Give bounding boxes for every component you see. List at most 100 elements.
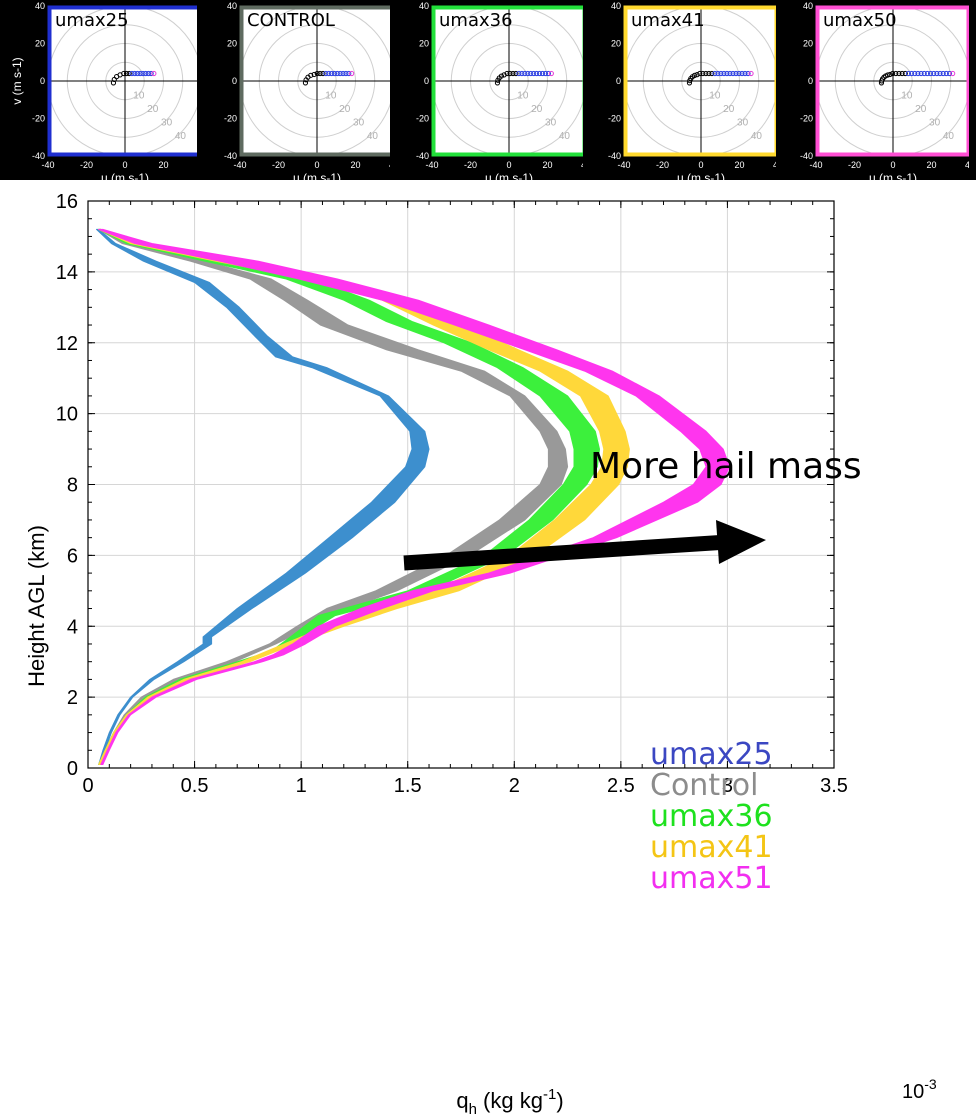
hodograph-point bbox=[899, 70, 905, 77]
hodograph-point bbox=[700, 70, 706, 77]
hodograph-frame bbox=[239, 5, 390, 157]
y-tick-label: 12 bbox=[56, 333, 78, 355]
x-tick-label: 0 bbox=[82, 775, 93, 797]
hodograph-point bbox=[733, 70, 739, 77]
hodograph-point bbox=[110, 80, 117, 86]
y-tick-label: 14 bbox=[56, 262, 78, 284]
x-axis-title: qh (kg kg-1) bbox=[456, 1086, 563, 1116]
hodograph-ring-label: 10 bbox=[901, 91, 913, 102]
hodograph-y-tick: 0 bbox=[40, 76, 45, 86]
hodograph-ring-label: 40 bbox=[943, 131, 955, 142]
hodograph-x-tick: -40 bbox=[425, 160, 438, 170]
hodograph-point bbox=[516, 70, 522, 77]
hodograph-point bbox=[510, 70, 516, 77]
hodograph-y-tick: -40 bbox=[608, 151, 621, 161]
hodograph-ring-label: 20 bbox=[531, 104, 543, 115]
hodograph-point bbox=[494, 80, 501, 86]
hodograph-point bbox=[349, 70, 355, 77]
hodograph-point bbox=[308, 72, 314, 78]
hodograph-point bbox=[123, 70, 130, 77]
hodograph-point bbox=[331, 70, 338, 77]
hodograph-x-tick: 40 bbox=[389, 160, 390, 170]
hodograph-frame bbox=[815, 5, 969, 157]
hodograph-point bbox=[902, 70, 908, 77]
hodograph-y-tick: -40 bbox=[224, 151, 237, 161]
hodograph-point bbox=[148, 70, 154, 77]
x-tick-label: 2.5 bbox=[607, 775, 635, 797]
hodograph-point bbox=[507, 70, 513, 77]
hodograph-y-tick: 0 bbox=[616, 76, 621, 86]
hodograph-point bbox=[539, 70, 546, 77]
hodograph-point bbox=[736, 70, 742, 77]
hodograph-x-tick: 20 bbox=[158, 160, 168, 170]
hodograph-x-tick: 20 bbox=[926, 160, 936, 170]
hodograph-ring-label: 20 bbox=[915, 104, 927, 115]
hodograph-ring-label: 40 bbox=[559, 131, 571, 142]
hodograph-x-tick: 0 bbox=[890, 160, 895, 170]
hodograph-ring-label: 10 bbox=[517, 91, 529, 102]
hodograph-point bbox=[692, 72, 698, 78]
hodograph-y-tick: -40 bbox=[800, 151, 813, 161]
hodograph-point bbox=[694, 72, 700, 78]
hodograph-x-tick: 40 bbox=[581, 160, 583, 170]
hodograph-point bbox=[739, 70, 745, 77]
y-tick-label: 0 bbox=[67, 758, 78, 780]
hodograph-frame bbox=[623, 5, 776, 157]
hodograph-frame bbox=[431, 5, 583, 157]
hodograph-point bbox=[893, 70, 899, 77]
hodograph-label: CONTROL bbox=[247, 10, 335, 31]
hodograph-x-tick: -20 bbox=[80, 160, 93, 170]
hodograph-point bbox=[712, 70, 718, 77]
hodograph-point bbox=[918, 70, 924, 77]
hodograph-point bbox=[730, 70, 736, 77]
x-tick-label: 3.5 bbox=[820, 775, 848, 797]
hodograph-y-tick: 0 bbox=[232, 76, 237, 86]
hodograph-ring-label: 30 bbox=[929, 118, 941, 129]
hodograph-point bbox=[340, 70, 346, 77]
hodograph-point bbox=[542, 70, 549, 77]
hodograph-point bbox=[718, 70, 724, 77]
x-tick-label: 3 bbox=[722, 775, 733, 797]
hodograph-point bbox=[504, 70, 510, 77]
hodograph-point bbox=[143, 70, 149, 77]
hodograph-point bbox=[513, 70, 519, 77]
hodograph-point bbox=[531, 70, 537, 77]
y-axis-title: Height AGL (km) bbox=[24, 525, 49, 687]
legend-item: Control bbox=[650, 768, 758, 803]
y-tick-label: 10 bbox=[56, 404, 78, 426]
hodograph-point bbox=[885, 72, 891, 78]
hodograph-y-tick: -40 bbox=[32, 151, 45, 161]
hodograph-label: umax50 bbox=[823, 10, 897, 31]
hodograph-point bbox=[334, 70, 340, 77]
hodograph-point bbox=[721, 70, 727, 77]
hodograph-y-tick: -20 bbox=[800, 114, 813, 124]
hodograph-ring-label: 10 bbox=[325, 91, 337, 102]
hodograph-point bbox=[126, 70, 132, 77]
legend-item: umax51 bbox=[650, 861, 773, 896]
hodograph-y-tick: -20 bbox=[416, 114, 429, 124]
hodograph-ring-label: 20 bbox=[147, 104, 159, 115]
hodograph-point bbox=[311, 71, 317, 78]
hodograph-y-tick: -40 bbox=[416, 151, 429, 161]
hodograph-x-tick: 40 bbox=[773, 160, 776, 170]
plot-frame bbox=[87, 200, 835, 769]
hodograph-y-tick: 20 bbox=[611, 39, 621, 49]
hodograph-x-tick: 0 bbox=[506, 160, 511, 170]
hodograph-y-tick: -20 bbox=[32, 114, 45, 124]
x-axis-multiplier: 10-3 bbox=[902, 1076, 937, 1103]
hodograph-x-tick: 20 bbox=[734, 160, 744, 170]
hodograph-point bbox=[121, 70, 127, 77]
hodograph-point bbox=[905, 70, 912, 77]
hodograph-point bbox=[709, 70, 715, 77]
hodograph-y-label: v (m s-1) bbox=[10, 57, 24, 104]
legend-item: umax25 bbox=[650, 737, 773, 772]
hodograph-ring-label: 20 bbox=[723, 104, 735, 115]
hodograph-x-tick: -20 bbox=[656, 160, 669, 170]
